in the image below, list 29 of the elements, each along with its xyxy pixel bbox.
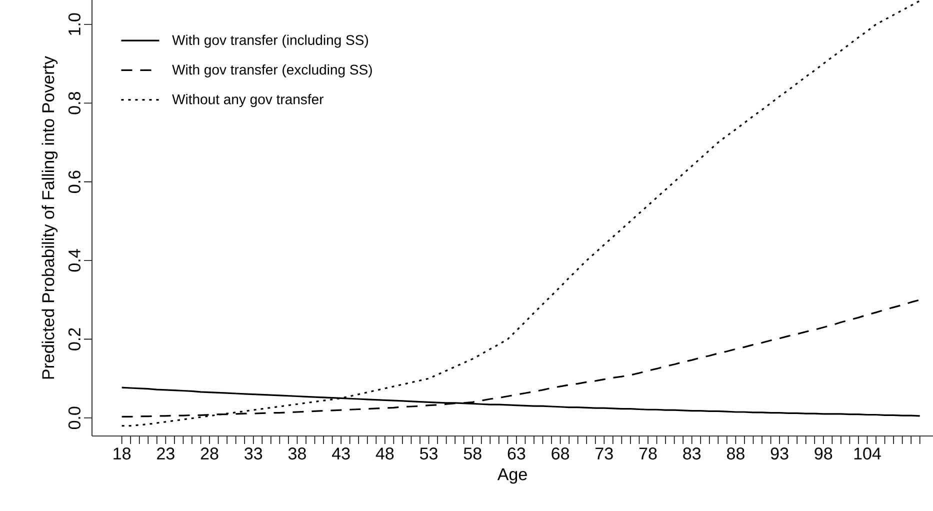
x-tick-label: 73 — [596, 448, 613, 460]
y-tick-label: 0.4 — [68, 249, 80, 272]
x-tick-label: 78 — [639, 448, 657, 460]
x-tick-label: 18 — [114, 448, 131, 460]
x-axis-title: Age — [497, 468, 527, 484]
x-tick-label: 58 — [464, 448, 482, 460]
x-tick-label: 104 — [854, 448, 881, 460]
y-tick-label: 0.0 — [68, 406, 80, 430]
y-tick-label: 0.6 — [68, 170, 80, 193]
legend-label: Without any gov transfer — [172, 94, 324, 108]
x-tick-label: 33 — [244, 448, 262, 460]
x-tick-label: 93 — [770, 448, 788, 460]
x-tick-label: 23 — [157, 448, 174, 460]
legend-label: With gov transfer (excluding SS) — [172, 64, 372, 78]
legend-label: With gov transfer (including SS) — [172, 34, 368, 48]
y-tick-label: 0.2 — [68, 328, 80, 350]
x-tick-label: 48 — [376, 448, 394, 460]
x-tick-label: 98 — [814, 448, 832, 460]
x-tick-label: 63 — [508, 448, 526, 460]
x-tick-label: 38 — [288, 448, 306, 460]
x-tick-label: 83 — [683, 448, 701, 460]
y-tick-label: 1.0 — [68, 13, 80, 35]
y-axis-title: Predicted Probability of Falling into Poverty — [42, 56, 58, 379]
x-tick-label: 43 — [332, 448, 350, 460]
x-tick-label: 88 — [726, 448, 744, 460]
x-tick-label: 53 — [420, 448, 438, 460]
x-tick-label: 68 — [552, 448, 570, 460]
y-tick-label: 0.8 — [68, 92, 80, 114]
x-tick-label: 28 — [200, 448, 218, 460]
